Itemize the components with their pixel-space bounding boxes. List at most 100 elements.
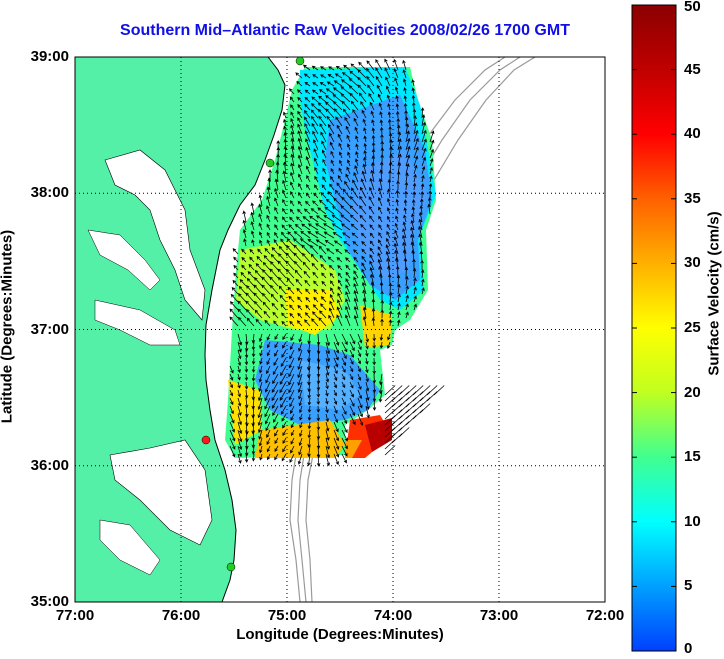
velocity-arrow [264, 319, 271, 327]
velocity-arrow [351, 232, 359, 239]
velocity-arrow [353, 172, 359, 183]
colorbar-tick-label: 5 [684, 577, 693, 595]
velocity-arrow [316, 389, 321, 398]
velocity-arrow [316, 453, 321, 467]
velocity-arrow [320, 191, 327, 199]
velocity-arrow [411, 87, 416, 95]
velocity-arrow [316, 437, 321, 450]
velocity-arrow [285, 260, 295, 271]
velocity-arrow [280, 231, 287, 239]
velocity-arrow [345, 284, 351, 295]
velocity-arrow [421, 278, 425, 287]
velocity-arrow [307, 397, 312, 406]
velocity-arrow [280, 303, 287, 311]
velocity-arrow [385, 244, 391, 255]
velocity-arrow [386, 237, 391, 247]
velocity-arrow [345, 305, 351, 319]
velocity-arrow [296, 81, 303, 87]
velocity-arrow [359, 205, 367, 215]
velocity-arrow [387, 178, 392, 191]
velocity-arrow [263, 254, 271, 263]
velocity-arrow [294, 223, 303, 231]
velocity-arrow [413, 286, 417, 295]
velocity-arrow [326, 115, 335, 127]
velocity-arrow [301, 244, 311, 255]
velocity-arrow [387, 103, 391, 111]
velocity-arrow [404, 181, 409, 191]
velocity-arrow [309, 215, 319, 223]
velocity-arrow [297, 104, 303, 111]
velocity-arrow [355, 135, 359, 143]
colorbar-tick-label: 50 [684, 0, 701, 15]
velocity-arrow [345, 291, 351, 303]
velocity-arrow [353, 249, 359, 255]
velocity-arrow [266, 195, 271, 207]
velocity-arrow [324, 239, 335, 247]
velocity-arrow [299, 429, 303, 438]
velocity-arrow [271, 302, 279, 311]
velocity-arrow [298, 389, 303, 400]
velocity-arrow [312, 311, 319, 319]
velocity-arrow [258, 421, 263, 434]
velocity-arrow [386, 215, 391, 223]
grid-lines [75, 57, 605, 602]
velocity-arrow [290, 413, 295, 421]
velocity-arrow [353, 256, 359, 263]
velocity-arrow [326, 248, 335, 255]
velocity-arrow [271, 381, 279, 393]
velocity-arrow [297, 365, 303, 379]
velocity-arrow [325, 333, 330, 347]
velocity-arrow [325, 437, 330, 450]
velocity-arrow [304, 116, 311, 127]
velocity-arrow [321, 149, 327, 159]
velocity-arrow [282, 445, 287, 453]
velocity-arrow [365, 373, 369, 383]
velocity-arrow [325, 357, 330, 370]
velocity-arrow [304, 130, 311, 143]
velocity-arrow [251, 453, 256, 462]
velocity-arrow [286, 277, 295, 287]
velocity-arrow [282, 179, 287, 191]
velocity-arrow [288, 365, 295, 378]
velocity-arrow [346, 166, 351, 175]
colorbar-tick-label: 40 [684, 125, 701, 143]
velocity-arrow [358, 92, 367, 103]
colorbar-tick-label: 20 [684, 383, 701, 401]
velocity-arrow [230, 293, 239, 303]
velocity-arrow [259, 349, 263, 357]
velocity-arrow [333, 108, 343, 119]
velocity-arrow [317, 207, 327, 215]
velocity-arrow [361, 248, 367, 255]
velocity-arrow [237, 445, 242, 458]
velocity-arrow [303, 110, 311, 119]
velocity-arrow [411, 213, 415, 223]
velocity-arrow [244, 373, 249, 381]
velocity-arrow [377, 252, 383, 263]
velocity-arrow [357, 397, 363, 409]
velocity-arrow [312, 271, 319, 279]
velocity-arrow [274, 333, 279, 340]
velocity-arrow [378, 389, 383, 403]
velocity-arrow [333, 341, 340, 354]
velocity-arrow [237, 429, 243, 443]
velocity-arrow [295, 216, 303, 223]
velocity-arrow [277, 260, 287, 271]
velocity-arrow [421, 147, 427, 159]
velocity-arrow [403, 87, 407, 95]
velocity-arrow [405, 123, 410, 135]
velocity-arrow [318, 245, 327, 255]
velocity-arrow [330, 150, 335, 159]
velocity-arrow [266, 333, 271, 341]
velocity-arrow [297, 208, 303, 215]
colorbar-label: Surface Velocity (cm/s) [705, 211, 723, 376]
velocity-arrow [266, 223, 271, 231]
y-tick-label: 35:00 [30, 593, 69, 610]
velocity-arrow [325, 94, 335, 103]
velocity-arrow [283, 118, 287, 127]
velocity-arrow [404, 109, 408, 118]
velocity-arrow [332, 87, 343, 95]
velocity-arrow [420, 198, 424, 207]
velocity-arrow [305, 288, 311, 295]
velocity-arrow [371, 134, 376, 143]
velocity-arrow [313, 296, 319, 303]
